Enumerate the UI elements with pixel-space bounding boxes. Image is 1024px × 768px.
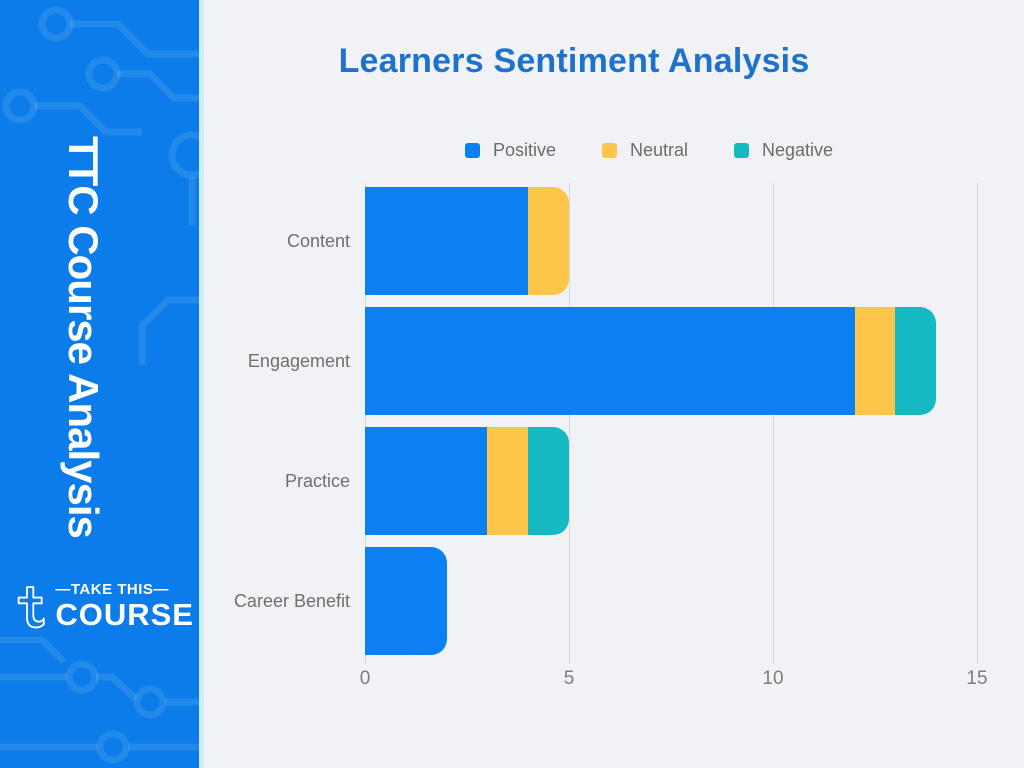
legend-label-negative: Negative bbox=[762, 140, 834, 160]
category-label-career-benefit: Career Benefit bbox=[233, 590, 350, 611]
brand-logo: —TAKE THIS— COURSE bbox=[16, 565, 194, 649]
bar-engagement bbox=[365, 307, 977, 415]
category-label-content: Content bbox=[286, 230, 350, 251]
gridline-x-15 bbox=[977, 183, 978, 664]
logo-wordmark: COURSE bbox=[55, 597, 194, 633]
logo-text: —TAKE THIS— COURSE bbox=[55, 581, 194, 632]
gridline-x-10 bbox=[773, 183, 774, 664]
bar-segment-negative bbox=[895, 307, 937, 415]
ttc-t-logo-icon bbox=[17, 586, 45, 629]
legend-swatch-positive bbox=[464, 143, 480, 158]
chart-panel: Learners Sentiment Analysis Positive Neut… bbox=[204, 0, 1024, 768]
bar-segment-positive bbox=[365, 307, 855, 415]
bar-content bbox=[365, 187, 977, 295]
bar-segment-neutral bbox=[487, 427, 529, 535]
plot-area bbox=[365, 183, 978, 664]
bar-segment-positive bbox=[365, 187, 529, 295]
chart-title: Learners Sentiment Analysis bbox=[338, 42, 810, 80]
legend-item-negative: Negative bbox=[734, 140, 833, 161]
logo-tagline: —TAKE THIS— bbox=[55, 581, 169, 599]
sidebar: TTC Course Analysis —TAKE THIS— COURSE bbox=[0, 0, 199, 768]
bar-segment-neutral bbox=[854, 307, 896, 415]
legend-item-neutral: Neutral bbox=[601, 140, 688, 161]
legend-label-positive: Positive bbox=[492, 140, 556, 160]
bar-segment-neutral bbox=[528, 187, 569, 295]
bar-practice bbox=[365, 427, 977, 535]
x-tick-label-5: 5 bbox=[563, 668, 575, 689]
bar-career-benefit bbox=[365, 547, 977, 655]
legend-swatch-neutral bbox=[601, 143, 617, 158]
x-tick-label-0: 0 bbox=[359, 668, 371, 689]
legend-label-neutral: Neutral bbox=[629, 140, 688, 160]
sidebar-edge-divider bbox=[199, 0, 204, 768]
bar-segment-positive bbox=[365, 427, 488, 535]
x-tick-label-10: 10 bbox=[762, 668, 784, 689]
legend-swatch-negative bbox=[734, 143, 749, 158]
x-tick-label-15: 15 bbox=[966, 668, 988, 689]
bar-segment-positive bbox=[365, 547, 447, 655]
circuit-pattern-decoration bbox=[0, 6, 199, 764]
gridline-x-0 bbox=[365, 183, 366, 664]
category-label-practice: Practice bbox=[284, 470, 350, 491]
gridline-x-5 bbox=[569, 183, 570, 664]
legend-item-positive: Positive bbox=[464, 140, 556, 161]
chart-legend: Positive Neutral Negative bbox=[204, 140, 1024, 161]
category-label-engagement: Engagement bbox=[247, 350, 350, 371]
sidebar-vertical-title: TTC Course Analysis bbox=[60, 136, 107, 538]
bar-segment-negative bbox=[528, 427, 569, 535]
